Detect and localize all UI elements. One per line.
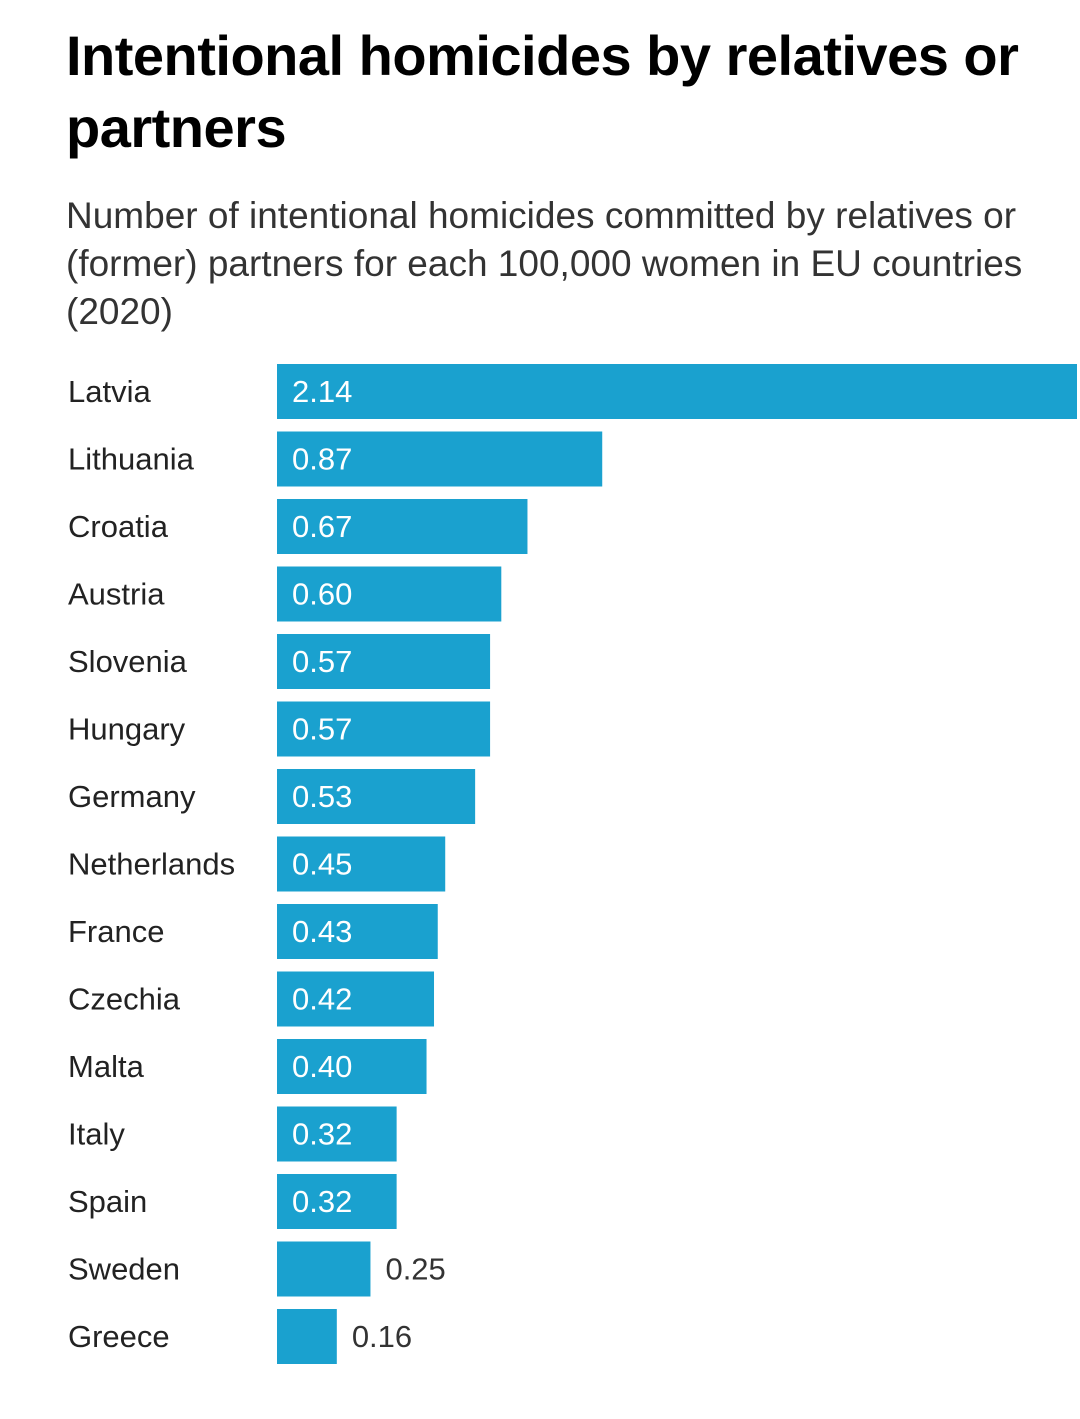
bar xyxy=(277,1039,427,1094)
category-label: Hungary xyxy=(68,712,186,747)
value-label: 0.42 xyxy=(292,982,352,1017)
bar-row: Spain 0.32 xyxy=(68,1174,397,1229)
category-label: Croatia xyxy=(68,509,169,544)
bar-row: Austria 0.60 xyxy=(68,566,502,622)
bar xyxy=(277,971,435,1027)
category-label: Netherlands xyxy=(68,847,235,882)
category-label: Lithuania xyxy=(68,442,195,477)
bar-row: Latvia 2.14 xyxy=(68,364,1077,419)
bar xyxy=(277,904,438,959)
value-label: 0.32 xyxy=(292,1117,352,1152)
bar-row: Netherlands 0.45 xyxy=(68,836,446,892)
category-label: Spain xyxy=(68,1184,147,1219)
value-label: 0.40 xyxy=(292,1049,352,1084)
category-label: Latvia xyxy=(68,374,151,409)
value-label: 0.57 xyxy=(292,644,352,679)
bar xyxy=(277,701,491,757)
category-label: Sweden xyxy=(68,1252,180,1287)
value-label: 0.87 xyxy=(292,442,352,477)
bar-row: Slovenia 0.57 xyxy=(68,634,491,689)
bar xyxy=(277,364,1077,419)
category-label: Slovenia xyxy=(68,644,188,679)
bar-row: France 0.43 xyxy=(68,904,438,959)
bar xyxy=(277,836,446,892)
value-label: 0.60 xyxy=(292,577,352,612)
bar-row: Germany 0.53 xyxy=(68,769,476,824)
bar-row: Italy 0.32 xyxy=(68,1106,397,1162)
bar-row: Greece 0.16 xyxy=(68,1309,412,1364)
bar xyxy=(277,1106,397,1162)
category-label: Greece xyxy=(68,1319,170,1354)
value-label: 0.45 xyxy=(292,847,352,882)
value-label: 0.67 xyxy=(292,509,352,544)
bar xyxy=(277,769,476,824)
bar-row: Hungary 0.57 xyxy=(68,701,491,757)
bar-row: Czechia 0.42 xyxy=(68,971,435,1027)
bar xyxy=(277,1309,337,1364)
chart-title: Intentional homicides by relatives or pa… xyxy=(66,24,1019,159)
value-label: 0.25 xyxy=(385,1252,445,1287)
value-label: 2.14 xyxy=(292,374,352,409)
bar xyxy=(277,634,491,689)
value-label: 0.53 xyxy=(292,779,352,814)
bar-row: Sweden 0.25 xyxy=(68,1241,446,1297)
bar-row: Croatia 0.67 xyxy=(68,499,528,554)
value-label: 0.43 xyxy=(292,914,352,949)
value-label: 0.16 xyxy=(352,1319,412,1354)
category-label: France xyxy=(68,914,164,949)
bar xyxy=(277,1241,371,1297)
bar xyxy=(277,566,502,622)
bar xyxy=(277,431,603,487)
value-label: 0.32 xyxy=(292,1184,352,1219)
bar xyxy=(277,499,528,554)
category-label: Czechia xyxy=(68,982,181,1017)
category-label: Germany xyxy=(68,779,196,814)
category-label: Italy xyxy=(68,1117,125,1152)
category-label: Malta xyxy=(68,1049,145,1084)
chart-subtitle: Number of intentional homicides committe… xyxy=(66,195,1023,332)
bar-row: Lithuania 0.87 xyxy=(68,431,603,487)
bar-row: Malta 0.40 xyxy=(68,1039,427,1094)
value-label: 0.57 xyxy=(292,712,352,747)
bar xyxy=(277,1174,397,1229)
category-label: Austria xyxy=(68,577,165,612)
